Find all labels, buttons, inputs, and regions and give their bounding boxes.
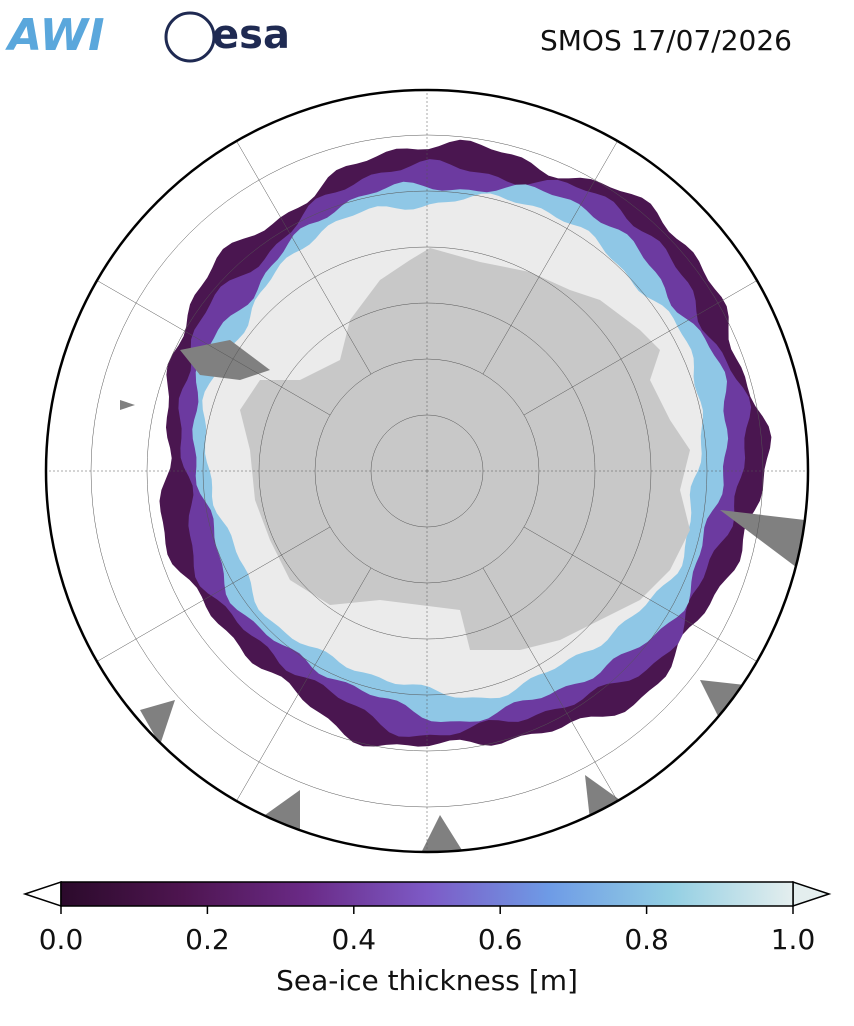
- meridian: [482, 124, 628, 375]
- esa-emblem: [164, 11, 216, 63]
- esa-logo: esa: [212, 12, 290, 58]
- landmass: [585, 775, 620, 820]
- meridian: [80, 526, 331, 672]
- landmass: [700, 680, 745, 720]
- colorbar-tick-label: 0.8: [624, 923, 669, 956]
- colorbar-label: Sea-ice thickness [m]: [276, 964, 578, 997]
- landmass: [120, 400, 135, 410]
- meridian: [226, 124, 372, 375]
- meridian: [523, 270, 774, 416]
- landmass: [180, 340, 270, 380]
- meridian: [80, 270, 331, 416]
- colorbar-ramp: [60, 881, 794, 907]
- colorbar-under: [22, 880, 62, 908]
- meridian: [523, 526, 774, 672]
- map-border: [44, 88, 810, 854]
- colorbar-tick-label: 0.6: [478, 923, 523, 956]
- colorbar-tick-label: 0.2: [185, 923, 230, 956]
- landmass: [720, 510, 805, 570]
- antarctica: [240, 248, 690, 650]
- colorbar-tick-label: 0.4: [332, 923, 377, 956]
- colorbar-tick-label: 0.0: [39, 923, 84, 956]
- title: SMOS 17/07/2026: [540, 24, 792, 57]
- meridian: [482, 567, 628, 818]
- landmass: [265, 790, 300, 830]
- landmass: [140, 700, 175, 745]
- landmass: [420, 815, 465, 852]
- meridian: [226, 567, 372, 818]
- map: [46, 90, 808, 852]
- colorbar: [22, 880, 832, 908]
- colorbar-tick-label: 1.0: [771, 923, 816, 956]
- colorbar-over: [792, 880, 832, 908]
- awi-logo: AWI: [5, 10, 105, 61]
